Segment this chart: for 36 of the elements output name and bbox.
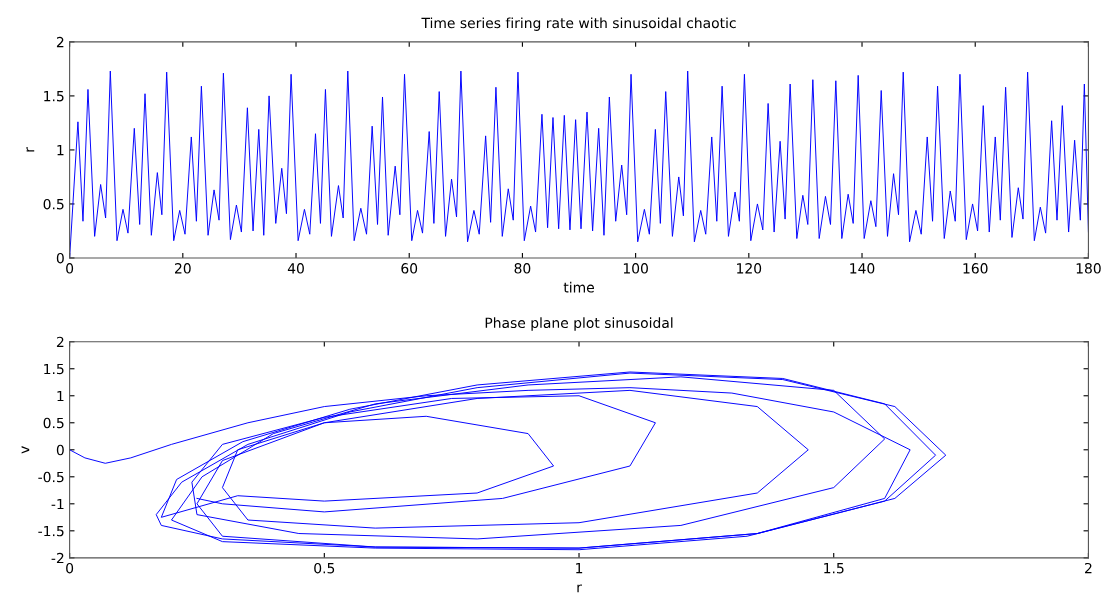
x-tick-label: 80 [514,263,531,274]
x-tick-label: 1 [576,563,583,574]
x-tick-label: 120 [737,263,762,274]
y-axis-title: v [21,446,30,454]
x-tick-label: 0 [66,562,74,574]
chart-title: Phase plane plot sinusoidal [485,317,673,331]
y-tick-label: 0.5 [43,417,64,429]
x-tick-label: 2 [1085,562,1092,574]
line-series [69,371,947,551]
x-tick-label: 140 [850,263,875,274]
x-tick-label: 60 [401,263,418,274]
x-tick-label: 0.5 [314,562,335,574]
y-tick-label: 1.5 [44,91,64,102]
x-tick-label: 160 [963,263,988,274]
y-tick-label: 0.5 [43,198,64,210]
y-tick-label: 0 [56,252,64,264]
y-tick-label: 2 [56,36,64,48]
y-tick-label: 1 [57,145,64,156]
x-tick-label: 1.5 [824,563,844,574]
x-tick-label: 0 [66,263,74,274]
y-tick-label: -2 [51,552,64,564]
y-tick-label: -1 [51,498,64,510]
x-tick-label: 20 [175,263,191,274]
x-tick-label: 40 [287,263,304,274]
chart-title: Time series firing rate with sinusoidal chaotic [421,17,736,31]
y-tick-label: 1.5 [44,363,64,375]
x-tick-label: 180 [1076,263,1101,274]
x-tick-label: 100 [623,263,648,274]
y-tick-label: -1.5 [38,525,64,537]
y-tick-label: 1 [57,390,64,402]
y-tick-label: 2 [56,336,64,348]
y-tick-label: 0 [56,444,64,456]
y-tick-label: -0.5 [38,471,64,483]
y-axis-title: r [26,147,35,152]
x-axis-title: r [577,584,582,593]
x-axis-title: time [563,281,594,293]
